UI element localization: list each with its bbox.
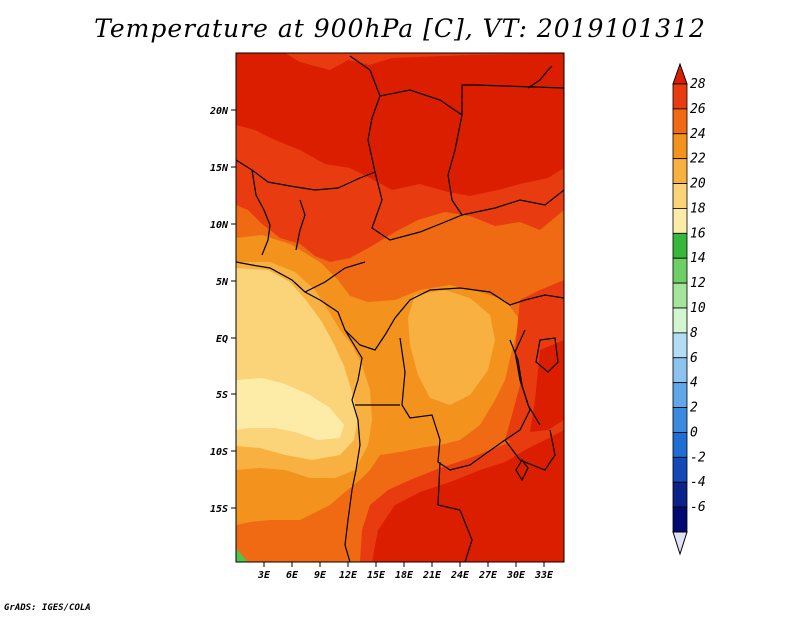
lat-label: 20N [209, 106, 229, 117]
temperature-field [236, 53, 564, 562]
colorbar-label: -2 [690, 450, 706, 465]
colorbar-segment [672, 506, 688, 533]
colorbar-label: 20 [690, 177, 706, 192]
lon-ticks [263, 562, 545, 567]
colorbar-label: 4 [690, 376, 698, 391]
colorbar-segment [672, 282, 688, 309]
colorbar-label: 8 [690, 326, 698, 341]
lon-label: 18E [395, 570, 414, 581]
country-borders [236, 55, 564, 562]
field-14 [236, 548, 248, 562]
colorbar-segment [672, 332, 688, 359]
lat-label: 15N [210, 163, 229, 174]
colorbar-label: 0 [690, 425, 698, 440]
colorbar-label: 16 [690, 226, 706, 241]
colorbar-segment [672, 407, 688, 433]
colorbar-label: 12 [690, 276, 706, 291]
colorbar-segment [672, 108, 688, 135]
lat-label: 10S [210, 447, 228, 458]
lon-label: 30E [506, 570, 526, 581]
colorbar-label: 18 [690, 201, 706, 216]
chart-title: Temperature at 900hPa [C], VT: 201910131… [94, 14, 706, 43]
colorbar-label: 28 [690, 77, 706, 92]
lat-ticks [231, 109, 236, 509]
colorbar-labels: 28 26 24 22 20 18 16 14 12 10 8 6 4 2 0 … [690, 77, 706, 515]
colorbar-segment [672, 257, 688, 284]
colorbar-label: 24 [690, 127, 706, 142]
lon-label: 6E [286, 570, 299, 581]
colorbar [672, 62, 688, 556]
colorbar-bottom-arrow [672, 531, 688, 556]
credit-text: GrADS: IGES/COLA [4, 603, 91, 613]
lon-label: 27E [478, 570, 498, 581]
field-16 [236, 378, 344, 440]
colorbar-segment [672, 481, 688, 508]
colorbar-top-arrow [672, 62, 688, 85]
field-28 [530, 340, 564, 432]
colorbar-segment [672, 183, 688, 209]
colorbar-segment [672, 232, 688, 259]
colorbar-label: 26 [690, 102, 706, 117]
colorbar-label: 14 [690, 251, 706, 266]
map-frame [235, 52, 565, 563]
lat-label: 10N [210, 220, 229, 231]
field-28 [236, 53, 564, 196]
colorbar-label: -6 [690, 500, 706, 515]
lon-label: 15E [367, 570, 386, 581]
lat-label: 5S [216, 390, 228, 401]
field-28 [372, 430, 564, 562]
lat-label: 15S [210, 504, 228, 515]
lon-label: 9E [314, 570, 327, 581]
lat-label: EQ [216, 334, 228, 345]
colorbar-label: 22 [690, 152, 706, 167]
colorbar-segment [672, 307, 688, 334]
lat-label: 5N [216, 277, 229, 288]
lon-label: 33E [534, 570, 554, 581]
lon-label: 21E [422, 570, 442, 581]
colorbar-segment [672, 133, 688, 160]
lon-label: 24E [450, 570, 470, 581]
lon-label: 12E [339, 570, 358, 581]
colorbar-segment [672, 357, 688, 384]
colorbar-segment [672, 382, 688, 408]
colorbar-label: -4 [690, 475, 706, 490]
colorbar-label: 2 [690, 401, 698, 416]
colorbar-segment [672, 158, 688, 184]
lon-label: 3E [257, 570, 271, 581]
colorbar-segment [672, 83, 688, 110]
colorbar-segment [672, 456, 688, 483]
colorbar-label: 6 [690, 351, 698, 366]
colorbar-label: 10 [690, 301, 706, 316]
colorbar-segment [672, 208, 688, 234]
colorbar-segment [672, 432, 688, 458]
field-20 [408, 290, 495, 405]
